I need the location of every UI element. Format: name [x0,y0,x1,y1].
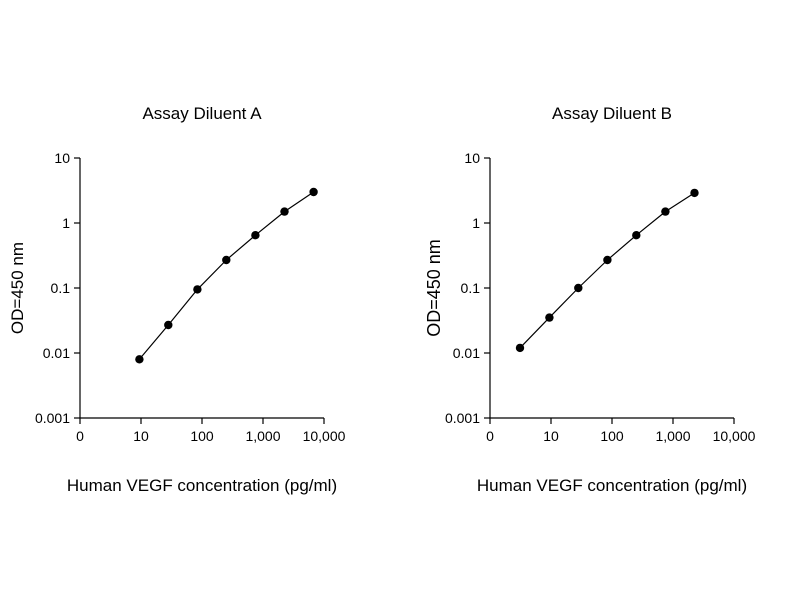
data-point [251,231,260,240]
x-tick-label: 10,000 [713,428,756,444]
y-axis-label: OD=450 nm [8,241,27,335]
x-tick-label: 0 [76,428,84,444]
data-point [222,255,231,265]
y-tick-label: 0.1 [461,280,481,296]
data-point [603,255,612,265]
plot-wrap: OD=450 nm 0 10 100 1,000 10,000 0.001 0.01 0.1 1… [8,148,370,468]
y-tick-label: 0.001 [445,410,480,426]
plot-area: 0 10 100 1,000 10,000 0.001 0.01 0.1 1 10 [35,150,346,444]
y-tick-label: 1 [472,215,480,231]
x-tick-label: 1,000 [245,428,280,444]
x-tick-label: 10 [133,428,149,444]
x-tick-label: 100 [190,428,214,444]
chart-assay-diluent-a: Assay Diluent A OD=450 nm 0 10 100 1,000 10,… [8,104,385,496]
data-point [545,313,554,322]
chart-assay-diluent-b: Assay Diluent B OD=450 nm 0 10 100 1,000 10,… [420,104,795,496]
data-point [632,231,641,240]
x-tick-label: 10 [543,428,559,444]
y-tick-label: 0.01 [43,345,70,361]
x-axis-label: Human VEGF concentration (pg/ml) [476,476,748,495]
x-tick-label: 10,000 [303,428,346,444]
data-point [661,207,670,216]
chart-title: Assay Diluent A [142,104,262,123]
y-tick-label: 1 [62,215,70,231]
y-tick-label: 0.1 [51,280,71,296]
data-point [515,343,525,353]
y-tick-label: 10 [54,150,70,166]
data-point [574,283,583,293]
plot-area: 0 10 100 1,000 10,000 0.001 0.01 0.1 1 10 [445,150,756,444]
data-point [280,207,289,216]
x-tick-label: 1,000 [655,428,690,444]
chart-title: Assay Diluent B [552,104,672,123]
y-tick-label: 0.001 [35,410,70,426]
x-tick-label: 100 [600,428,624,444]
axes [489,158,734,419]
plot-wrap: OD=450 nm 0 10 100 1,000 10,000 0.001 0.01 0.1 1… [420,148,780,468]
x-tick-label: 0 [486,428,494,444]
standard-curve [519,192,695,349]
data-point [690,188,699,198]
data-point [193,285,202,294]
y-tick-label: 10 [464,150,480,166]
standard-curve [138,191,314,360]
y-tick-label: 0.01 [453,345,480,361]
data-point [164,320,173,330]
data-point [135,355,144,364]
y-axis-label: OD=450 nm [424,239,444,337]
x-axis-label: Human VEGF concentration (pg/ml) [66,476,338,495]
data-point [309,187,318,197]
axes [79,158,324,419]
